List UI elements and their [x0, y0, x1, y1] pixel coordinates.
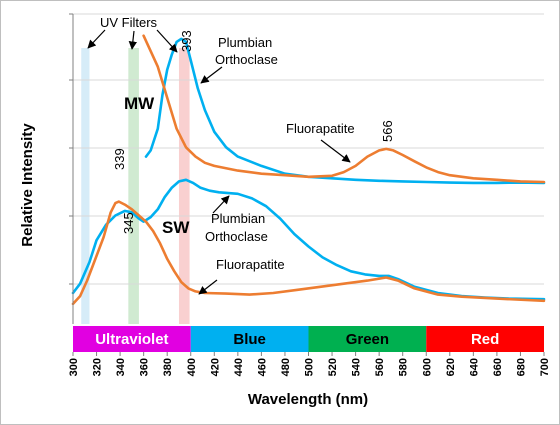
x-tick-label: 360 — [139, 358, 151, 376]
plumbian-orthoclase-bottom-line1: Plumbian — [211, 211, 265, 226]
series-line-4 — [71, 200, 546, 306]
annotations: UV Filters 393 339 345 566 MW SW Plumbia… — [87, 15, 395, 295]
mw-label: MW — [124, 94, 155, 113]
color-band-label-red: Red — [471, 331, 499, 348]
color-band-label-ultraviolet: Ultraviolet — [95, 331, 168, 348]
uv-filters-label: UV Filters — [100, 15, 158, 30]
x-tick-label: 660 — [492, 358, 504, 376]
x-tick-label: 400 — [186, 358, 198, 376]
color-band-blue — [190, 326, 309, 352]
x-tick-label: 680 — [516, 358, 528, 376]
fluorapatite-bottom-arrow — [198, 279, 218, 295]
series-lines — [71, 34, 546, 306]
color-band-label-green: Green — [346, 331, 389, 348]
peak-label-393: 393 — [179, 30, 194, 52]
uv-filters-arrow-2 — [128, 30, 138, 50]
x-tick-label: 540 — [351, 358, 363, 376]
x-tick-label: 620 — [445, 358, 457, 376]
x-tick-label: 340 — [115, 358, 127, 376]
plumbian-orthoclase-top-line2: Orthoclase — [215, 52, 278, 67]
x-tick-label: 500 — [304, 358, 316, 376]
x-tick-label: 440 — [233, 358, 245, 376]
x-tick-labels: 300 320 340 360 380 400 420 440 460 480 500 520 540 5… — [68, 352, 551, 376]
x-axis-label: Wavelength (nm) — [248, 391, 368, 408]
fluorapatite-top-arrow — [320, 139, 351, 163]
color-band-green — [308, 326, 427, 352]
series-line-1 — [144, 37, 546, 185]
x-tick-label: 320 — [92, 358, 104, 376]
series-line-2 — [142, 34, 546, 184]
plumbian-bottom-arrow — [212, 195, 230, 214]
series-line-3 — [71, 178, 546, 301]
x-tick-label: 520 — [327, 358, 339, 376]
color-band-label-blue: Blue — [233, 331, 266, 348]
uv-filters-arrow-3 — [156, 29, 178, 53]
x-tick-label: 640 — [468, 358, 480, 376]
plumbian-orthoclase-top-line1: Plumbian — [218, 35, 272, 50]
x-tick-label: 480 — [280, 358, 292, 376]
color-band-bar: Ultraviolet Blue Green Red — [73, 326, 544, 352]
peak-label-345: 345 — [121, 212, 136, 234]
color-band-red — [426, 326, 544, 352]
x-tick-label: 600 — [421, 358, 433, 376]
fluorapatite-top-label: Fluorapatite — [286, 121, 355, 136]
x-tick-label: 700 — [539, 358, 551, 376]
peak-label-566: 566 — [380, 120, 395, 142]
plumbian-orthoclase-bottom-line2: Orthoclase — [205, 229, 268, 244]
uv-filter-band-1 — [81, 48, 90, 324]
uv-filter-band-2 — [128, 48, 139, 324]
fluorapatite-bottom-label: Fluorapatite — [216, 257, 285, 272]
x-tick-label: 420 — [209, 358, 221, 376]
uv-filter-bands — [81, 48, 190, 324]
y-axis-label: Relative Intensity — [19, 123, 36, 247]
x-tick-label: 300 — [68, 358, 80, 376]
x-tick-label: 560 — [374, 358, 386, 376]
uv-filters-arrow-1 — [87, 29, 106, 49]
x-tick-label: 380 — [162, 358, 174, 376]
peak-label-339: 339 — [112, 148, 127, 170]
plumbian-top-arrow — [200, 66, 223, 84]
color-band-ultraviolet — [73, 326, 191, 352]
x-tick-label: 580 — [398, 358, 410, 376]
x-tick-label: 460 — [256, 358, 268, 376]
sw-label: SW — [162, 218, 190, 237]
uv-filter-band-3 — [178, 48, 190, 324]
